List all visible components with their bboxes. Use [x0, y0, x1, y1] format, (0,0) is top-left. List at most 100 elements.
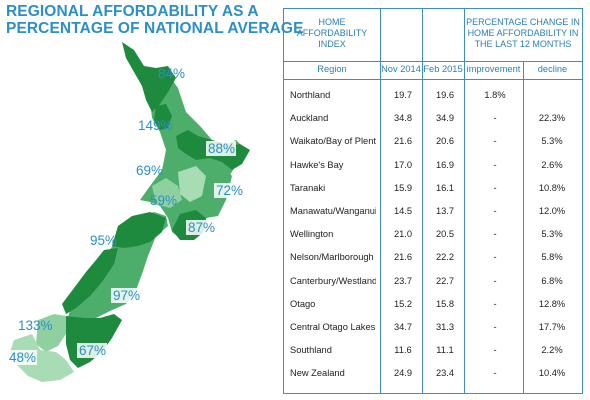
cell-decline: 10.8% [538, 182, 566, 193]
cell-region: Southland [290, 345, 332, 356]
table-divider [523, 61, 524, 393]
nz-affordability-map: 84% 149% 88% 69% 59% 72% 87% 95% 97% 133… [7, 42, 250, 382]
cell-improvement: - [493, 182, 497, 193]
cell-decline: 10.4% [538, 368, 566, 379]
cell-decline: 12.0% [538, 206, 566, 216]
cell-nov-2014: 19.7 [393, 90, 413, 100]
cell-region: Canterbury/Westland [290, 275, 376, 286]
cell-region: Central Otago Lakes [290, 322, 376, 332]
cell-improvement: - [493, 159, 497, 170]
map-label-hawkes-bay: 72% [216, 183, 243, 198]
table-row: Otago 15.2 15.8 - 12.8% [284, 293, 582, 316]
map-label-southland: 48% [9, 350, 36, 365]
cell-decline: 12.8% [538, 298, 566, 309]
index-group-header: HOME AFFORDABILITY INDEX [284, 17, 380, 50]
change-header-line-3: THE LAST 12 MONTHS [474, 39, 572, 49]
table-divider [422, 9, 423, 393]
map-region-nelson-marlborough [112, 212, 166, 248]
cell-feb-2015: 16.9 [435, 159, 455, 170]
table-row: Southland 11.6 11.1 - 2.2% [284, 339, 582, 362]
map-label-taupo: 59% [150, 193, 177, 208]
table-row: Central Otago Lakes 34.7 31.3 - 17.7% [284, 316, 582, 339]
table-divider [380, 9, 381, 393]
cell-feb-2015: 20.5 [435, 229, 455, 240]
index-header-line-2: AFFORDABILITY [296, 28, 368, 38]
table-row: Hawke's Bay 17.0 16.9 - 2.6% [284, 154, 582, 177]
index-header-line-1: HOME [318, 17, 346, 27]
map-label-central-otago-lakes: 133% [18, 318, 53, 333]
table-row: Nelson/Marlborough 21.6 22.2 - 5.8% [284, 246, 582, 269]
cell-decline: 2.2% [541, 345, 563, 356]
cell-decline: 2.6% [541, 159, 563, 170]
cell-improvement: 1.8% [484, 90, 506, 100]
cell-feb-2015: 20.6 [435, 136, 455, 147]
index-header-line-3: INDEX [318, 39, 346, 49]
cell-region: Nelson/Marlborough [290, 252, 374, 263]
map-region-central-otago-lakes [36, 314, 66, 352]
cell-improvement: - [493, 298, 497, 309]
cell-feb-2015: 15.8 [435, 298, 455, 309]
table-row: Taranaki 15.9 16.1 - 10.8% [284, 177, 582, 200]
change-header-line-1: PERCENTAGE CHANGE IN [466, 17, 580, 27]
column-header-region: Region [317, 64, 347, 74]
cell-feb-2015: 16.1 [435, 182, 455, 193]
cell-nov-2014: 21.6 [393, 136, 413, 147]
cell-improvement: - [493, 252, 497, 263]
cell-improvement: - [493, 229, 497, 240]
cell-nov-2014: 15.9 [393, 182, 413, 193]
change-group-header: PERCENTAGE CHANGE IN HOME AFFORDABILITY … [464, 17, 582, 50]
title-line-1: REGIONAL AFFORDABILITY AS A [6, 3, 259, 20]
cell-region: Taranaki [290, 182, 326, 193]
map-region-northland [122, 42, 176, 112]
title-line-2: PERCENTAGE OF NATIONAL AVERAGE [6, 20, 304, 37]
cell-region: Waikato/Bay of Plenty [290, 136, 376, 147]
cell-feb-2015: 31.3 [435, 322, 455, 332]
cell-decline: 5.8% [541, 252, 563, 263]
table-row: New Zealand 24.9 23.4 - 10.4% [284, 362, 582, 385]
cell-improvement: - [493, 368, 497, 379]
cell-feb-2015: 19.6 [435, 90, 455, 100]
map-label-northland: 84% [158, 66, 185, 81]
cell-decline: 6.8% [541, 275, 563, 286]
cell-nov-2014: 17.0 [393, 159, 413, 170]
map-region-otago [66, 314, 122, 368]
column-header-nov-2014: Nov 2014 [381, 64, 421, 74]
page-title: REGIONAL AFFORDABILITY AS A PERCENTAGE O… [6, 3, 304, 37]
cell-region: Manawatu/Wanganui [290, 206, 376, 216]
table-row: Manawatu/Wanganui 14.5 13.7 - 12.0% [284, 200, 582, 223]
cell-nov-2014: 34.8 [393, 113, 413, 124]
map-label-bay-of-plenty: 88% [208, 141, 235, 156]
table-divider [284, 61, 582, 62]
cell-decline: 22.3% [538, 113, 566, 124]
map-region-taupo [178, 166, 206, 202]
map-label-auckland: 149% [138, 118, 173, 133]
cell-improvement: - [493, 206, 497, 216]
map-label-otago: 67% [79, 343, 106, 358]
table-row: Waikato/Bay of Plenty 21.6 20.6 - 5.3% [284, 130, 582, 153]
affordability-table: HOME AFFORDABILITY INDEX PERCENTAGE CHAN… [283, 8, 583, 394]
cell-nov-2014: 24.9 [393, 368, 413, 379]
cell-feb-2015: 23.4 [435, 368, 455, 379]
column-header-decline: decline [537, 64, 568, 74]
map-region-southland [10, 334, 74, 382]
table-divider [284, 79, 582, 80]
map-label-nelson-marlborough: 95% [90, 233, 117, 248]
map-label-wellington: 87% [188, 220, 215, 235]
cell-decline: 17.7% [538, 322, 566, 332]
map-region-taranaki [152, 178, 182, 208]
cell-feb-2015: 22.2 [435, 252, 455, 263]
map-region-auckland [154, 104, 172, 130]
cell-feb-2015: 22.7 [435, 275, 455, 286]
cell-region: Northland [290, 90, 331, 100]
cell-improvement: - [493, 113, 497, 124]
cell-nov-2014: 21.0 [393, 229, 413, 240]
cell-decline: 5.3% [541, 136, 563, 147]
table-row: Canterbury/Westland 23.7 22.7 - 6.8% [284, 270, 582, 293]
cell-feb-2015: 13.7 [435, 206, 455, 216]
column-header-improvement: improvement [466, 64, 521, 74]
change-header-line-2: HOME AFFORDABILITY IN [467, 28, 579, 38]
cell-region: Otago [290, 298, 316, 309]
cell-region: New Zealand [290, 368, 345, 379]
map-label-canterbury: 97% [113, 288, 140, 303]
map-label-waikato: 69% [136, 163, 163, 178]
